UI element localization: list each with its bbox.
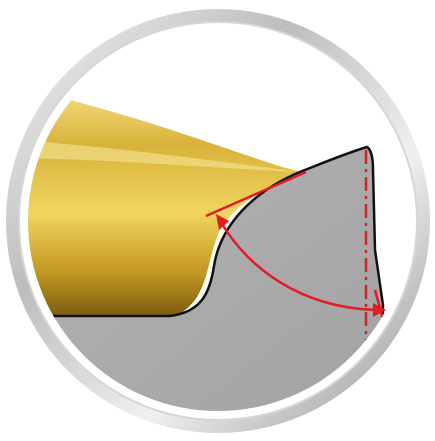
rake-tangent-line bbox=[205, 170, 307, 218]
gold-highlight bbox=[28, 140, 300, 172]
arrowhead-lower bbox=[373, 303, 386, 317]
tool-outline bbox=[28, 145, 385, 411]
angle-arc bbox=[220, 223, 383, 312]
tool-body bbox=[28, 147, 383, 411]
gold-coating bbox=[28, 88, 305, 316]
arrowhead-upper bbox=[216, 214, 229, 230]
ring-edge bbox=[18, 21, 418, 421]
angle-annotation bbox=[205, 150, 389, 340]
